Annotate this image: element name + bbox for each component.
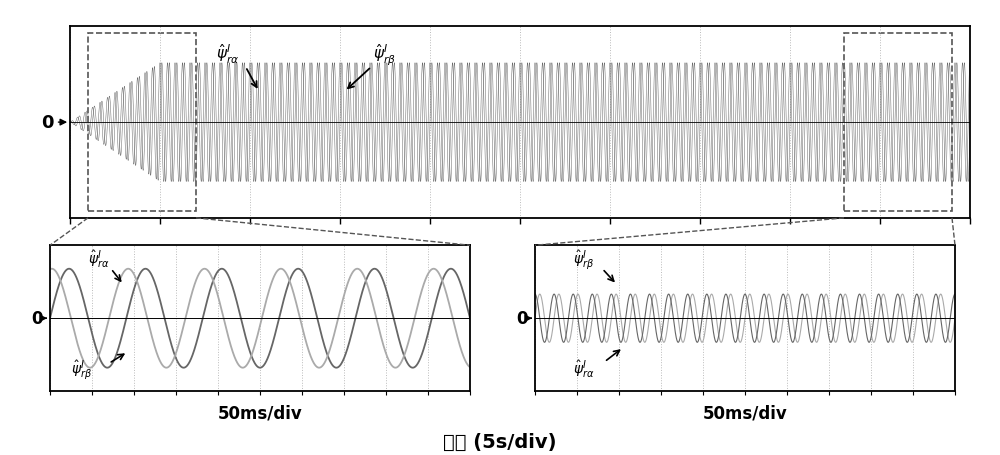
Text: $\hat{\psi}_{r\alpha}^{I}$: $\hat{\psi}_{r\alpha}^{I}$ <box>88 248 109 269</box>
Text: 时间 (5s/div): 时间 (5s/div) <box>443 431 557 450</box>
Text: 0: 0 <box>41 114 54 132</box>
Text: $\hat{\psi}_{r\alpha}^{I}$: $\hat{\psi}_{r\alpha}^{I}$ <box>573 357 594 379</box>
Text: 50ms/div: 50ms/div <box>703 404 787 421</box>
Text: $\hat{\psi}_{r\beta}^{I}$: $\hat{\psi}_{r\beta}^{I}$ <box>573 248 594 272</box>
Text: 50ms/div: 50ms/div <box>218 404 302 421</box>
Text: $\hat{\psi}_{r\alpha}^{I}$: $\hat{\psi}_{r\alpha}^{I}$ <box>216 43 239 66</box>
Text: $\hat{\psi}_{r\beta}^{I}$: $\hat{\psi}_{r\beta}^{I}$ <box>71 357 92 381</box>
Text: $\hat{\psi}_{r\beta}^{I}$: $\hat{\psi}_{r\beta}^{I}$ <box>373 43 397 68</box>
Text: 0: 0 <box>31 309 42 328</box>
Text: 0: 0 <box>516 309 527 328</box>
